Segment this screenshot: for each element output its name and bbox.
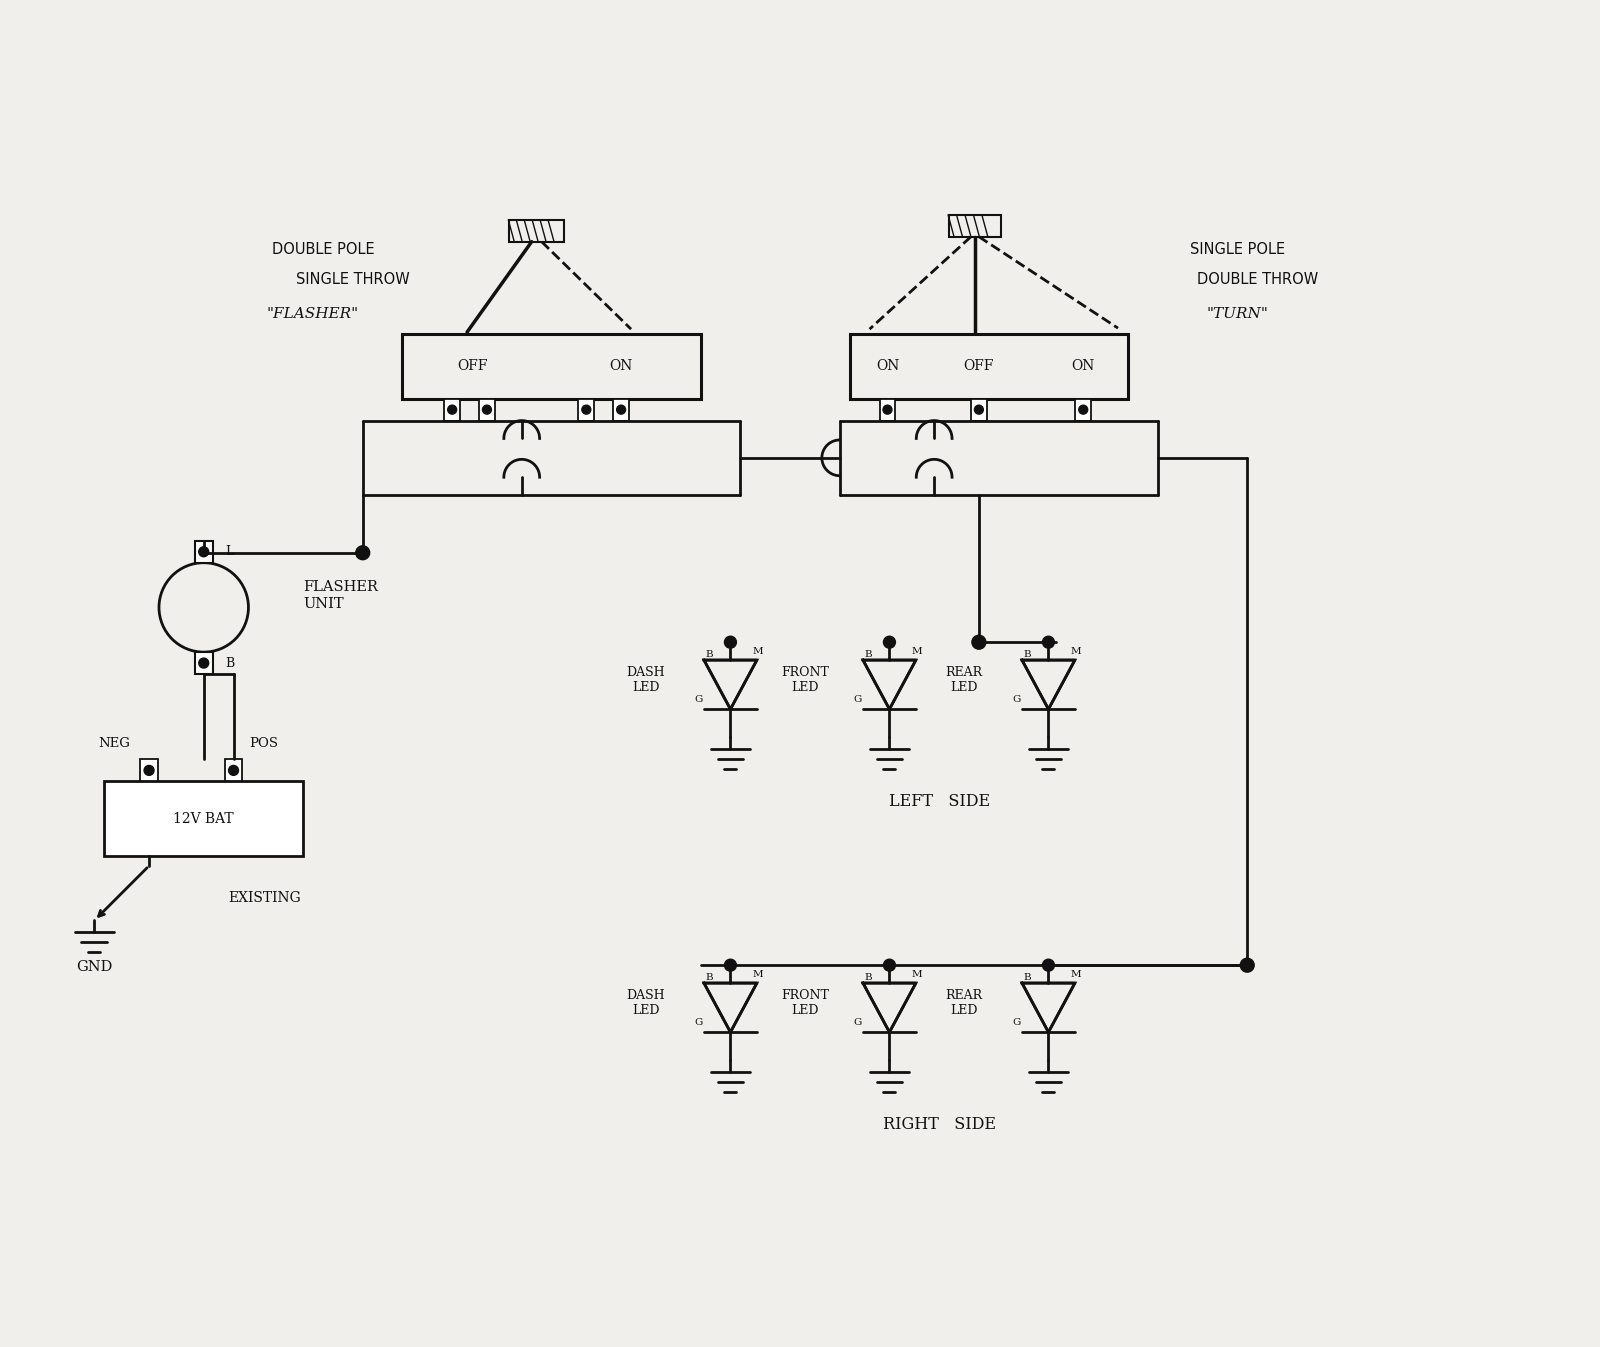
- Text: DOUBLE THROW: DOUBLE THROW: [1197, 272, 1318, 287]
- Text: LEFT   SIDE: LEFT SIDE: [888, 792, 990, 810]
- Text: M: M: [752, 970, 763, 979]
- Bar: [403, 334, 701, 399]
- Text: REAR
LED: REAR LED: [946, 989, 982, 1017]
- Text: SINGLE POLE: SINGLE POLE: [1190, 242, 1285, 257]
- Text: ON: ON: [1072, 360, 1094, 373]
- Text: G: G: [853, 695, 862, 703]
- Bar: [195, 652, 213, 674]
- Text: ON: ON: [610, 360, 634, 373]
- Text: B: B: [866, 973, 872, 982]
- Bar: [141, 760, 158, 781]
- Circle shape: [971, 636, 986, 649]
- Circle shape: [883, 405, 891, 414]
- Text: REAR
LED: REAR LED: [946, 665, 982, 694]
- Circle shape: [198, 659, 208, 668]
- Circle shape: [144, 765, 154, 776]
- Text: FRONT
LED: FRONT LED: [781, 665, 829, 694]
- Circle shape: [198, 547, 208, 556]
- Circle shape: [974, 405, 984, 414]
- Text: G: G: [694, 695, 702, 703]
- Text: FLASHER
UNIT: FLASHER UNIT: [302, 581, 378, 610]
- Circle shape: [883, 959, 896, 971]
- Bar: [971, 399, 987, 420]
- Text: SINGLE THROW: SINGLE THROW: [296, 272, 410, 287]
- Circle shape: [1043, 959, 1054, 971]
- Text: OFF: OFF: [963, 360, 994, 373]
- Bar: [949, 216, 1000, 237]
- Text: M: M: [1070, 647, 1082, 656]
- Text: G: G: [1013, 1018, 1021, 1026]
- Text: M: M: [752, 647, 763, 656]
- Text: G: G: [1013, 695, 1021, 703]
- Text: M: M: [1070, 970, 1082, 979]
- Bar: [104, 781, 302, 855]
- Circle shape: [483, 405, 491, 414]
- Text: 12V BAT: 12V BAT: [173, 812, 234, 826]
- Bar: [509, 220, 563, 241]
- Bar: [880, 399, 896, 420]
- Text: FRONT
LED: FRONT LED: [781, 989, 829, 1017]
- Circle shape: [616, 405, 626, 414]
- Bar: [224, 760, 243, 781]
- Circle shape: [725, 636, 736, 648]
- Bar: [445, 399, 461, 420]
- Text: OFF: OFF: [456, 360, 488, 373]
- Bar: [195, 541, 213, 563]
- Bar: [613, 399, 629, 420]
- Text: M: M: [912, 970, 922, 979]
- Circle shape: [229, 765, 238, 776]
- Text: POS: POS: [250, 737, 278, 750]
- Bar: [850, 334, 1128, 399]
- Text: G: G: [853, 1018, 862, 1026]
- Circle shape: [1240, 958, 1254, 973]
- Bar: [578, 399, 594, 420]
- Circle shape: [725, 959, 736, 971]
- Text: ON: ON: [875, 360, 899, 373]
- Text: L: L: [226, 546, 234, 558]
- Text: B: B: [706, 649, 714, 659]
- Circle shape: [883, 636, 896, 648]
- Text: DASH
LED: DASH LED: [627, 665, 666, 694]
- Text: DASH
LED: DASH LED: [627, 989, 666, 1017]
- Text: EXISTING: EXISTING: [229, 890, 301, 905]
- Text: RIGHT   SIDE: RIGHT SIDE: [883, 1115, 995, 1133]
- Text: G: G: [694, 1018, 702, 1026]
- Text: B: B: [226, 656, 235, 669]
- Text: B: B: [1024, 649, 1032, 659]
- Circle shape: [582, 405, 590, 414]
- Text: "FLASHER": "FLASHER": [267, 307, 358, 321]
- Text: B: B: [866, 649, 872, 659]
- Bar: [1075, 399, 1091, 420]
- Text: GND: GND: [77, 960, 112, 974]
- Text: B: B: [706, 973, 714, 982]
- Text: DOUBLE POLE: DOUBLE POLE: [272, 242, 374, 257]
- Text: M: M: [912, 647, 922, 656]
- Text: NEG: NEG: [98, 737, 130, 750]
- Text: "TURN": "TURN": [1206, 307, 1269, 321]
- Circle shape: [448, 405, 456, 414]
- Circle shape: [355, 546, 370, 560]
- Circle shape: [1078, 405, 1088, 414]
- Bar: [478, 399, 494, 420]
- Text: B: B: [1024, 973, 1032, 982]
- Circle shape: [1043, 636, 1054, 648]
